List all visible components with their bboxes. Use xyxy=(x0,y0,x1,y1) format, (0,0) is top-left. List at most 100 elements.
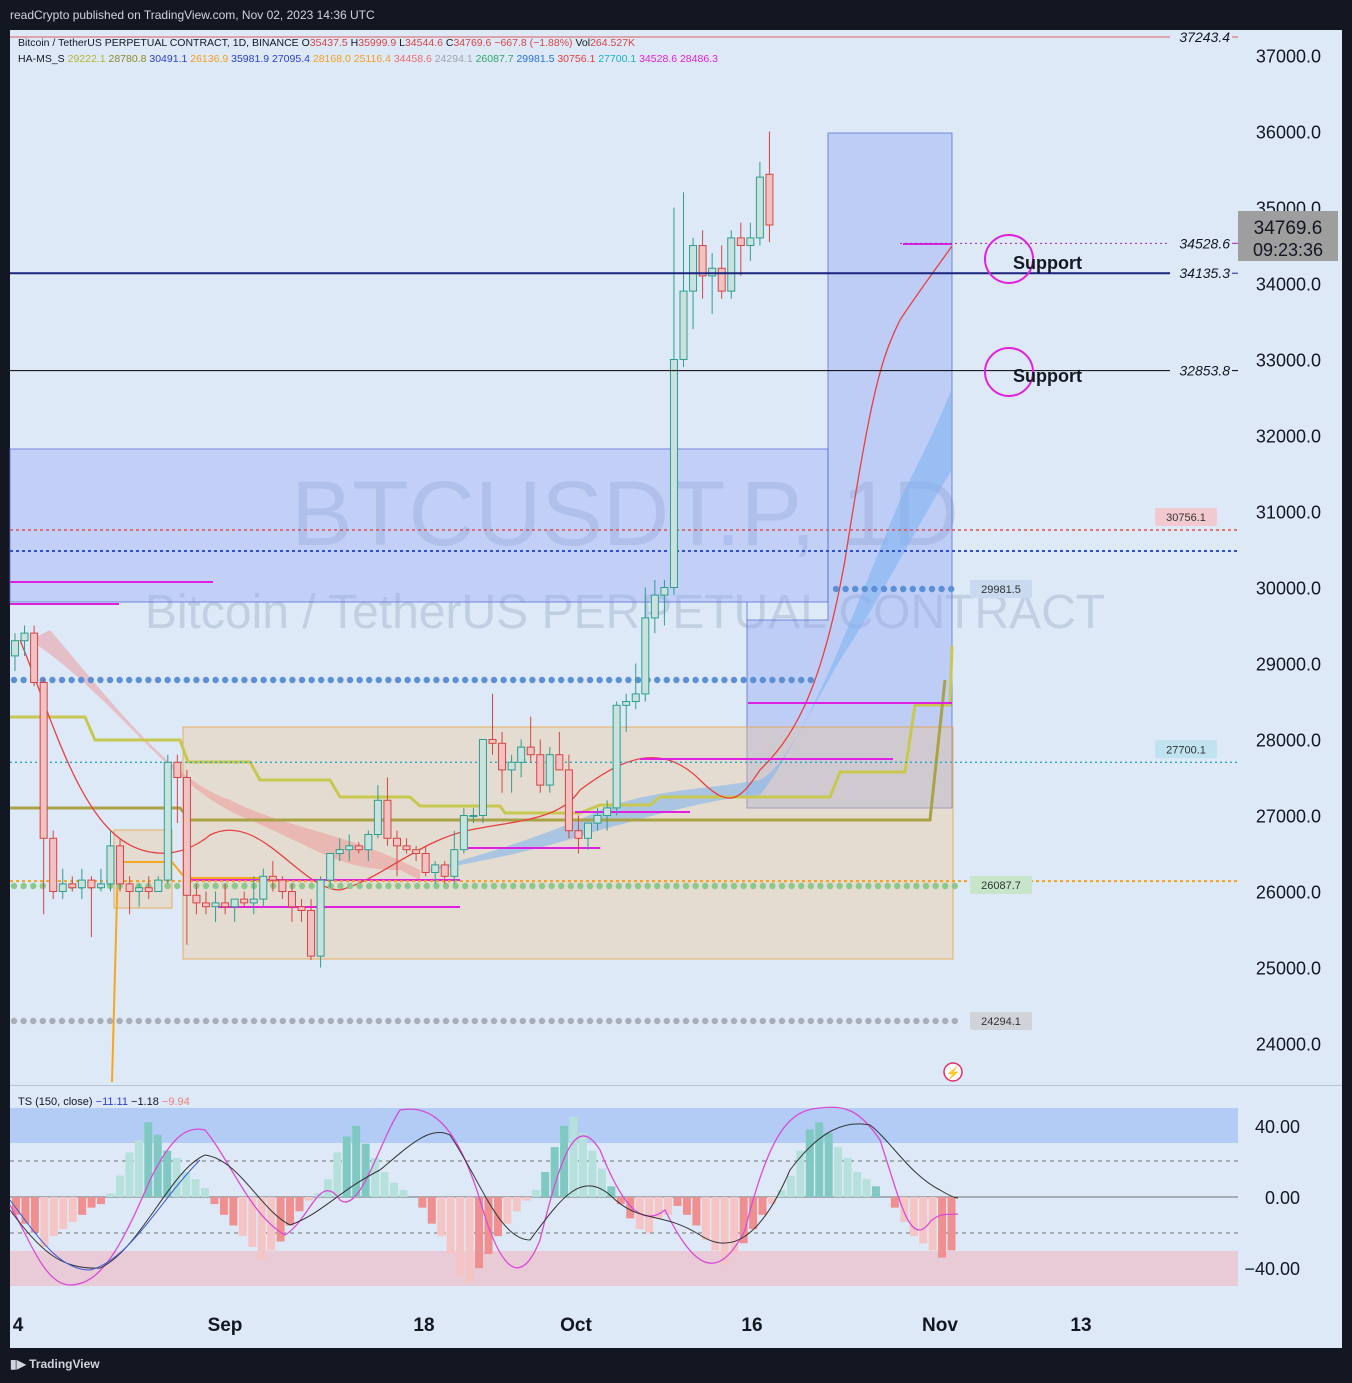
candle[interactable] xyxy=(192,883,201,915)
candle[interactable] xyxy=(402,838,411,854)
candle[interactable] xyxy=(679,192,688,368)
candle[interactable] xyxy=(689,237,698,330)
candle[interactable] xyxy=(268,861,277,892)
candle[interactable] xyxy=(116,838,125,892)
candle[interactable] xyxy=(87,876,96,938)
alert-icon[interactable] xyxy=(943,1062,963,1082)
candle[interactable] xyxy=(364,830,373,862)
candle[interactable] xyxy=(154,876,163,892)
candle[interactable] xyxy=(536,739,545,793)
candle[interactable] xyxy=(440,861,449,884)
candle[interactable] xyxy=(230,898,239,922)
candle[interactable] xyxy=(660,579,669,626)
candle[interactable] xyxy=(555,731,564,771)
osc-histogram-bar xyxy=(380,1172,389,1197)
candle[interactable] xyxy=(498,731,507,793)
candle[interactable] xyxy=(307,899,316,960)
candle[interactable] xyxy=(469,807,478,824)
candle-body xyxy=(316,879,325,957)
candle[interactable] xyxy=(345,834,354,862)
candle[interactable] xyxy=(584,822,592,850)
candle[interactable] xyxy=(135,883,144,907)
candle[interactable] xyxy=(373,785,382,839)
candle[interactable] xyxy=(58,868,67,900)
candle[interactable] xyxy=(68,876,77,892)
candle[interactable] xyxy=(631,663,640,710)
candle[interactable] xyxy=(39,678,48,915)
candle[interactable] xyxy=(383,777,392,846)
osc-histogram-bar xyxy=(919,1197,928,1244)
candle[interactable] xyxy=(459,807,468,854)
candle[interactable] xyxy=(163,754,172,884)
candle[interactable] xyxy=(30,625,39,687)
candle[interactable] xyxy=(545,747,554,793)
candle[interactable] xyxy=(517,739,526,778)
candle[interactable] xyxy=(316,876,325,968)
tradingview-logo[interactable]: ▮▶ TradingView xyxy=(10,1357,100,1371)
candle[interactable] xyxy=(96,868,105,892)
candle[interactable] xyxy=(20,625,29,656)
candles[interactable] xyxy=(11,131,774,968)
osc-histogram-bar xyxy=(191,1179,200,1197)
candle[interactable] xyxy=(478,739,487,824)
candle[interactable] xyxy=(326,853,335,888)
candle[interactable] xyxy=(421,845,430,877)
candle[interactable] xyxy=(622,693,631,732)
oscillator-pane[interactable]: 40.00 0.00 −40.00 TS (150, close) −11.11 −1… xyxy=(9,1086,1342,1299)
candle[interactable] xyxy=(287,883,296,922)
candle[interactable] xyxy=(612,701,621,816)
conversion-line xyxy=(10,645,954,815)
candle[interactable] xyxy=(708,253,717,314)
candle[interactable] xyxy=(650,579,659,634)
blue-dots-upper-dot xyxy=(558,676,565,684)
green-dots-dot xyxy=(481,882,488,890)
candle[interactable] xyxy=(202,891,210,915)
candle[interactable] xyxy=(211,891,220,922)
candle[interactable] xyxy=(603,800,612,831)
candle[interactable] xyxy=(278,876,287,900)
candle[interactable] xyxy=(669,207,678,596)
osc-histogram-bar xyxy=(569,1116,578,1197)
candle[interactable] xyxy=(507,754,516,793)
candle[interactable] xyxy=(593,807,602,831)
candle[interactable] xyxy=(335,838,344,862)
candle[interactable] xyxy=(488,693,497,755)
candle[interactable] xyxy=(450,830,459,884)
candle[interactable] xyxy=(574,815,583,854)
candle[interactable] xyxy=(11,633,19,672)
candle[interactable] xyxy=(173,754,182,824)
candle[interactable] xyxy=(144,876,153,900)
green-dots-dot xyxy=(759,882,766,890)
candle[interactable] xyxy=(755,161,764,246)
candle[interactable] xyxy=(297,899,306,922)
candle[interactable] xyxy=(412,845,421,862)
candle[interactable] xyxy=(249,876,258,915)
candle[interactable] xyxy=(77,868,86,900)
candle[interactable] xyxy=(564,754,573,839)
candle[interactable] xyxy=(221,883,230,915)
osc-fast-line xyxy=(9,1106,959,1286)
candle[interactable] xyxy=(526,716,535,763)
candle[interactable] xyxy=(717,245,726,299)
candle[interactable] xyxy=(641,587,650,702)
candle[interactable] xyxy=(125,876,134,915)
candle[interactable] xyxy=(765,131,774,243)
candle[interactable] xyxy=(736,222,745,276)
grey-dots-dot xyxy=(97,1017,104,1025)
osc-histogram-bar xyxy=(560,1125,569,1197)
candle[interactable] xyxy=(727,230,736,299)
candle-body xyxy=(421,853,430,873)
candle[interactable] xyxy=(182,769,191,945)
candle[interactable] xyxy=(259,868,268,907)
grey-dots-dot xyxy=(68,1017,75,1025)
candle[interactable] xyxy=(698,230,707,299)
candle[interactable] xyxy=(49,830,58,900)
candle[interactable] xyxy=(354,842,363,854)
candle[interactable] xyxy=(393,830,401,877)
candle[interactable] xyxy=(240,891,249,907)
candle[interactable] xyxy=(106,830,115,892)
candle[interactable] xyxy=(746,222,755,261)
osc-histogram-bar xyxy=(30,1197,39,1233)
candle[interactable] xyxy=(431,861,440,884)
